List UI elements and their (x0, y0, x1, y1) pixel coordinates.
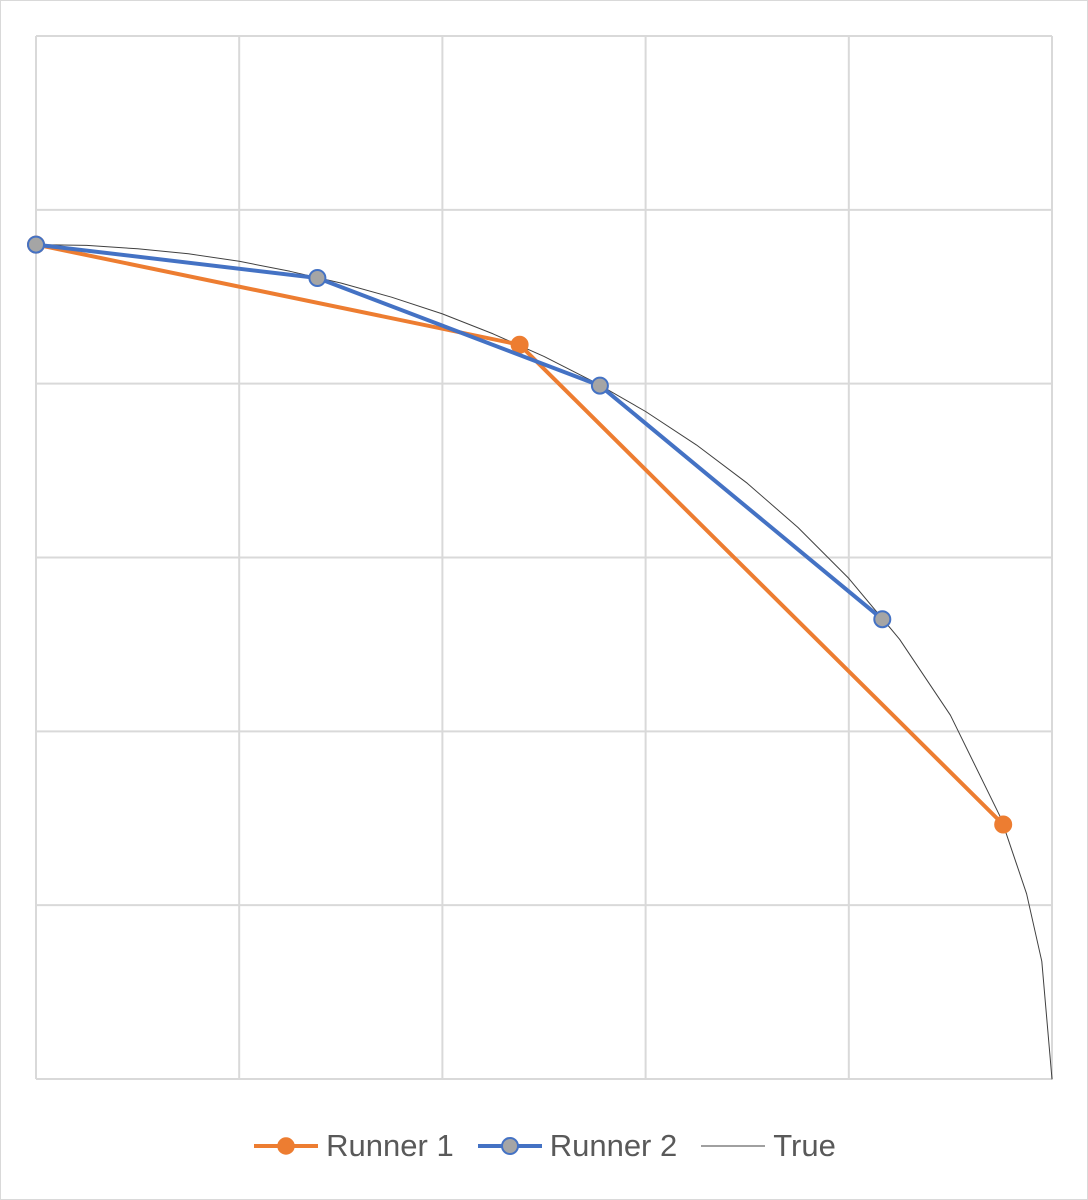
legend-item-true: True (699, 1128, 836, 1164)
legend-item-runner-2: Runner 2 (476, 1128, 678, 1164)
data-point-runner-1-1 (510, 335, 529, 354)
data-point-runner-2-1 (308, 269, 327, 287)
data-point-runner-2-0 (27, 235, 45, 254)
data-point-runner-2-3 (873, 610, 892, 629)
legend-swatch-true (701, 1145, 766, 1147)
legend-swatch-runner-1 (254, 1137, 319, 1155)
legend-label-runner-1: Runner 1 (326, 1128, 454, 1163)
legend: Runner 1 Runner 2 True (0, 1122, 1088, 1170)
data-point-runner-2-2 (590, 376, 609, 395)
series-line-runner-2 (34, 242, 885, 622)
legend-swatch-runner-2 (477, 1137, 542, 1155)
legend-label-runner-2: Runner 2 (549, 1128, 678, 1163)
data-point-runner-1-2 (994, 815, 1013, 834)
series-line-runner-1 (34, 242, 1006, 827)
legend-label-true: True (773, 1128, 836, 1163)
legend-item-runner-1: Runner 1 (252, 1128, 454, 1164)
